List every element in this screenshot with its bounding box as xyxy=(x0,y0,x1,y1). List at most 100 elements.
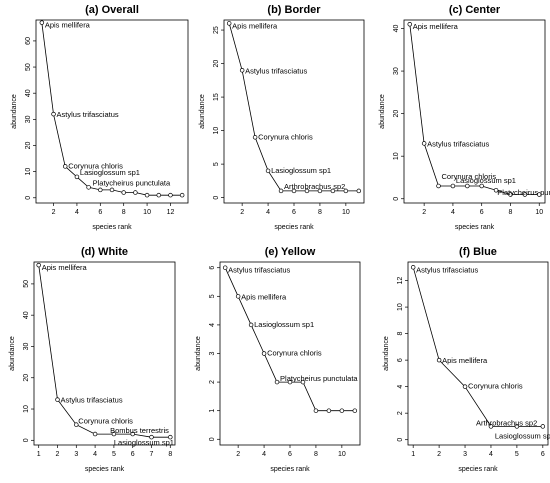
x-tick-label: 4 xyxy=(451,209,455,216)
data-point xyxy=(287,379,293,385)
x-tick-label: 8 xyxy=(509,209,513,216)
y-tick-label: 30 xyxy=(25,115,32,123)
panel-title: (a) Overall xyxy=(85,4,139,16)
panel-5: (e) Yellow 2 4 6 8 10 0 1 2 3 4 5 6 species rank abund… xyxy=(195,246,361,473)
species-label: Arthrobrachus sp2 xyxy=(284,182,345,191)
data-point xyxy=(313,408,319,413)
y-tick-label: 2 xyxy=(397,411,404,415)
panel-1: (a) Overall 2 4 6 8 10 12 0 10 20 30 40 50 60 species … xyxy=(11,4,189,231)
x-tick-label: 8 xyxy=(122,209,126,216)
y-tick-label: 0 xyxy=(213,196,220,200)
y-tick-label: 20 xyxy=(393,110,400,118)
x-tick-label: 8 xyxy=(314,451,318,458)
y-axis-label: abundance xyxy=(379,94,386,129)
data-point xyxy=(86,185,91,190)
abundance-line xyxy=(412,267,543,427)
data-point xyxy=(98,187,103,193)
data-point xyxy=(465,183,470,189)
species-label: Apis mellifera xyxy=(42,263,88,272)
species-label: Apis mellifera xyxy=(413,22,459,31)
x-tick-label: 12 xyxy=(167,209,175,216)
species-label: Astylus trifasciatus xyxy=(416,265,478,274)
x-tick-label: 4 xyxy=(262,451,266,458)
x-tick-label: 1 xyxy=(37,451,41,458)
x-tick-label: 6 xyxy=(131,451,135,458)
y-tick-label: 30 xyxy=(23,342,30,350)
plot-frame xyxy=(407,261,549,446)
data-point xyxy=(261,351,267,356)
y-tick-label: 8 xyxy=(397,332,404,336)
data-point xyxy=(278,188,284,194)
species-label: Corynura chloris xyxy=(267,348,322,357)
plot-frame xyxy=(403,19,546,204)
y-tick-label: 40 xyxy=(25,89,32,97)
y-tick-label: 6 xyxy=(397,358,404,362)
panel-4: (d) White 1 2 3 4 5 6 7 8 0 10 20 30 40 50 species rank… xyxy=(9,246,176,473)
species-label: Lasioglossum sp1 xyxy=(271,166,331,175)
y-tick-label: 20 xyxy=(23,374,30,382)
x-tick-label: 5 xyxy=(515,451,519,458)
data-point xyxy=(436,183,441,189)
y-tick-label: 0 xyxy=(25,196,32,200)
y-tick-label: 50 xyxy=(25,63,32,71)
species-label: Apis mellifera xyxy=(241,292,287,301)
data-point xyxy=(356,188,362,194)
data-point xyxy=(508,192,513,197)
data-point xyxy=(222,265,228,270)
panel-title: (f) Blue xyxy=(459,246,497,258)
data-point xyxy=(74,422,79,427)
x-tick-label: 3 xyxy=(74,451,78,458)
x-tick-label: 6 xyxy=(98,209,102,216)
x-tick-label: 2 xyxy=(236,451,240,458)
data-point xyxy=(109,187,115,193)
data-point xyxy=(55,397,60,402)
x-tick-label: 2 xyxy=(52,209,56,216)
species-label: Platycheirus punctulata xyxy=(280,374,358,383)
panel-title: (e) Yellow xyxy=(265,246,316,258)
data-point xyxy=(317,188,323,194)
y-tick-label: 10 xyxy=(397,303,404,311)
data-point xyxy=(121,190,126,195)
data-point xyxy=(74,174,80,180)
x-tick-label: 2 xyxy=(240,209,244,216)
data-point xyxy=(156,192,162,198)
data-point xyxy=(407,22,413,27)
x-tick-label: 4 xyxy=(75,209,79,216)
species-label: Corynura chloris xyxy=(468,382,523,391)
species-label: Corynura chloris xyxy=(442,172,497,181)
data-point xyxy=(493,187,499,193)
y-axis-label: abundance xyxy=(195,336,202,371)
x-tick-label: 10 xyxy=(143,209,151,216)
data-point xyxy=(488,424,494,429)
x-axis-label: species rank xyxy=(85,466,125,473)
y-axis-label: abundance xyxy=(199,94,206,129)
species-label: Lasioglossum sp1 xyxy=(114,438,174,447)
species-label: Apis mellifera xyxy=(232,21,278,30)
y-tick-label: 20 xyxy=(213,60,220,68)
data-point xyxy=(248,322,254,328)
y-axis-label: abundance xyxy=(11,94,18,129)
data-point xyxy=(226,21,232,26)
x-tick-label: 6 xyxy=(541,451,545,458)
x-tick-label: 3 xyxy=(463,451,467,458)
data-point xyxy=(462,384,468,389)
data-point xyxy=(330,188,336,194)
y-tick-label: 5 xyxy=(209,294,216,298)
x-tick-label: 4 xyxy=(489,451,493,458)
x-tick-label: 4 xyxy=(93,451,97,458)
x-tick-label: 8 xyxy=(318,209,322,216)
y-tick-label: 3 xyxy=(209,351,216,355)
species-label: Arthrobrachus sp2 xyxy=(476,418,537,427)
y-tick-label: 10 xyxy=(393,152,400,160)
data-point xyxy=(168,192,173,198)
data-point xyxy=(304,188,310,194)
y-tick-label: 10 xyxy=(213,127,220,135)
data-point xyxy=(39,20,45,25)
data-point xyxy=(436,357,442,363)
data-point xyxy=(239,68,245,73)
data-point xyxy=(252,135,258,140)
x-axis-label: species rank xyxy=(274,224,314,231)
data-point xyxy=(522,192,528,197)
y-tick-label: 4 xyxy=(209,323,216,327)
